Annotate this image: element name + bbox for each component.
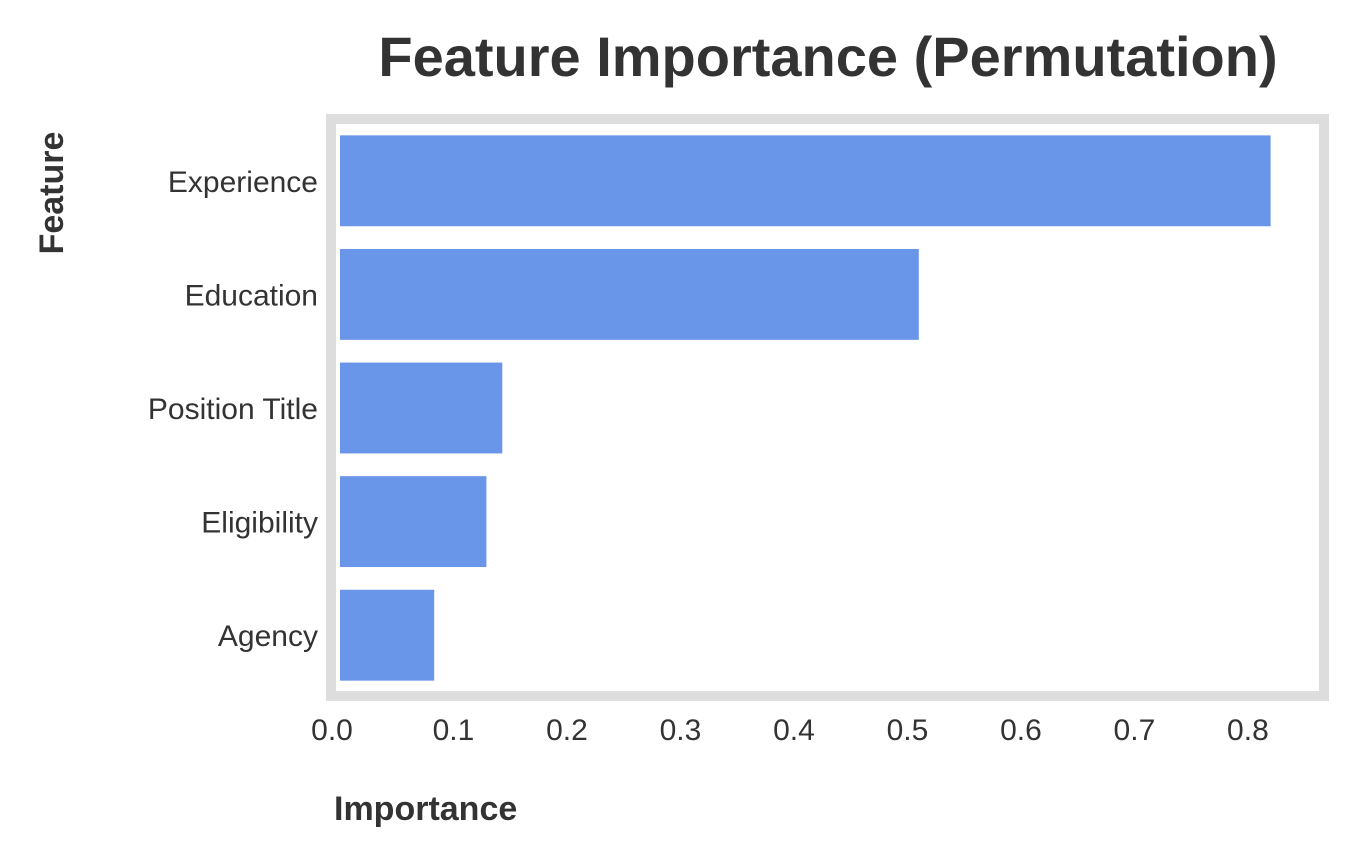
bar-agency	[340, 589, 435, 681]
bars-group	[340, 135, 1271, 681]
y-tick-labels: Experience Education Position Title Eligibi…	[148, 166, 318, 653]
y-axis-label: Feature	[33, 132, 71, 255]
x-tick-label: 0.8	[1227, 714, 1269, 747]
x-axis-label: Importance	[334, 790, 517, 828]
x-tick-label: 0.3	[660, 714, 702, 747]
y-tick-label: Position Title	[148, 393, 318, 426]
bar-education	[340, 248, 919, 340]
y-tick-label: Eligibility	[201, 507, 318, 540]
x-tick-label: 0.5	[887, 714, 929, 747]
x-tick-label: 0.6	[1000, 714, 1042, 747]
x-tick-label: 0.0	[311, 714, 353, 747]
y-tick-label: Experience	[168, 166, 318, 199]
x-tick-label: 0.2	[546, 714, 588, 747]
chart-title: Feature Importance (Permutation)	[378, 25, 1277, 88]
x-tick-label: 0.1	[433, 714, 475, 747]
bar-position-title	[340, 362, 503, 454]
y-tick-label: Education	[185, 279, 318, 312]
y-tick-label: Agency	[218, 620, 318, 653]
x-tick-label: 0.7	[1114, 714, 1156, 747]
bar-eligibility	[340, 476, 487, 568]
bar-experience	[340, 135, 1271, 227]
x-tick-labels: 0.0 0.1 0.2 0.3 0.4 0.5 0.6 0.7 0.8	[311, 714, 1269, 747]
x-tick-label: 0.4	[773, 714, 815, 747]
